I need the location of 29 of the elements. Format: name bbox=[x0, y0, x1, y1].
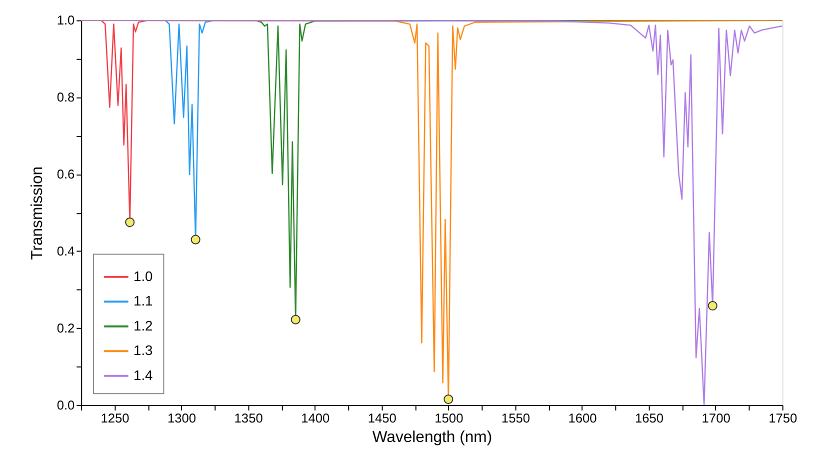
point bbox=[708, 300, 718, 311]
y-tick-label: 0.0 bbox=[56, 397, 75, 412]
legend-label: 1.0 bbox=[134, 268, 154, 284]
x-tick-label: 1500 bbox=[434, 410, 464, 426]
y-tick-label: 0.2 bbox=[56, 320, 75, 336]
x-tick-label: 1700 bbox=[702, 410, 730, 426]
x-tick-label: 1650 bbox=[634, 410, 664, 426]
x-tick-label: 1350 bbox=[234, 410, 263, 426]
point bbox=[125, 218, 135, 228]
point bbox=[444, 394, 454, 404]
point bbox=[290, 314, 300, 324]
legend-label: 1.2 bbox=[134, 317, 153, 334]
legend-label: 1.1 bbox=[134, 292, 154, 309]
y-tick-label: 0.6 bbox=[56, 166, 75, 182]
legend-label: 1.4 bbox=[134, 366, 154, 383]
point bbox=[190, 234, 200, 244]
x-tick-label: 1750 bbox=[768, 410, 798, 426]
y-tick-label: 1.0 bbox=[56, 12, 75, 28]
legend-label: 1.3 bbox=[134, 342, 154, 358]
x-tick-label: 1450 bbox=[368, 410, 396, 426]
x-tick-label: 1600 bbox=[568, 410, 597, 426]
x-tick-label: 1300 bbox=[167, 410, 196, 426]
y-tick-label: 0.8 bbox=[56, 90, 75, 105]
x-tick-label: 1250 bbox=[100, 410, 130, 426]
x-tick-label: 1400 bbox=[301, 410, 330, 426]
x-tick-label: 1550 bbox=[501, 410, 530, 426]
x-axis-title: Wavelength (nm) bbox=[372, 429, 492, 446]
y-tick-label: 0.4 bbox=[56, 244, 75, 259]
y-axis-title: Transmission bbox=[28, 166, 46, 260]
